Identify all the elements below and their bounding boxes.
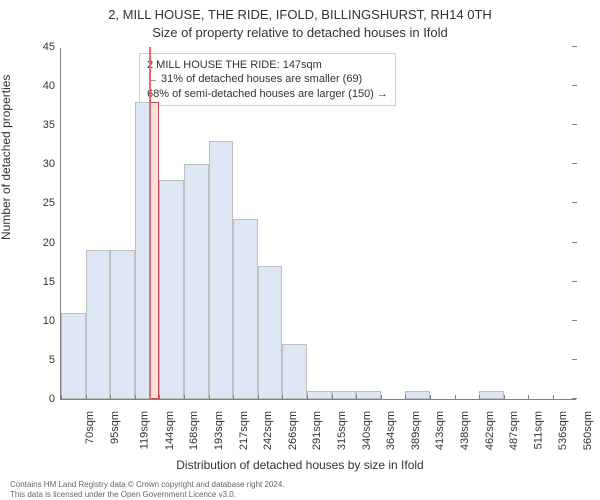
x-tick-label: 168sqm: [189, 411, 201, 450]
y-tick-label: 5: [49, 354, 55, 366]
y-tick-mark: [572, 281, 577, 282]
y-tick-label: 45: [43, 41, 55, 53]
y-tick-label: 20: [43, 237, 55, 249]
chart-subtitle-text: Size of property relative to detached ho…: [152, 25, 448, 40]
x-tick-label: 462sqm: [484, 411, 496, 450]
y-tick-mark: [572, 163, 577, 164]
footer-attribution: Contains HM Land Registry data © Crown c…: [10, 480, 590, 500]
x-tick-label: 95sqm: [109, 411, 121, 444]
histogram-bar: [86, 250, 111, 399]
y-tick-label: 25: [43, 197, 55, 209]
y-tick-mark: [572, 85, 577, 86]
y-tick-mark: [572, 398, 577, 399]
x-tick-label: 511sqm: [532, 411, 544, 449]
x-tick-label: 438sqm: [459, 411, 471, 450]
x-tick-label: 193sqm: [213, 411, 225, 450]
x-tick-label: 119sqm: [139, 411, 151, 449]
histogram-bar: [184, 164, 209, 399]
x-tick-label: 536sqm: [557, 411, 569, 450]
annotation-line: 2 MILL HOUSE THE RIDE: 147sqm: [147, 58, 388, 72]
x-tick-label: 70sqm: [84, 411, 96, 444]
x-tick-label: 266sqm: [287, 411, 299, 450]
histogram-bar: [332, 391, 357, 399]
y-tick-mark: [572, 320, 577, 321]
x-tick-mark: [184, 395, 185, 400]
histogram-bar: [233, 219, 258, 399]
footer-line: Contains HM Land Registry data © Crown c…: [10, 480, 590, 490]
y-tick-mark: [572, 242, 577, 243]
x-tick-mark: [479, 395, 480, 400]
x-tick-mark: [61, 395, 62, 400]
y-tick-label: 0: [49, 393, 55, 405]
y-tick-mark: [572, 124, 577, 125]
histogram-bar: [479, 391, 504, 399]
chart-subtitle: Size of property relative to detached ho…: [0, 24, 600, 42]
x-tick-mark: [332, 395, 333, 400]
property-marker-line: [149, 47, 151, 399]
histogram-bar-highlight: [150, 102, 159, 399]
y-tick-mark: [572, 202, 577, 203]
x-tick-label: 487sqm: [508, 411, 520, 450]
x-tick-mark: [135, 395, 136, 400]
annotation-line: ← 31% of detached houses are smaller (69…: [147, 72, 388, 86]
histogram-bar: [356, 391, 381, 399]
x-tick-mark: [86, 395, 87, 400]
x-tick-mark: [159, 395, 160, 400]
x-tick-mark: [356, 395, 357, 400]
x-tick-label: 340sqm: [361, 411, 373, 450]
histogram-bar: [405, 391, 430, 399]
chart-title: 2, MILL HOUSE, THE RIDE, IFOLD, BILLINGS…: [0, 6, 600, 24]
x-tick-label: 242sqm: [262, 411, 274, 450]
x-tick-mark: [233, 395, 234, 400]
plot-area: 2 MILL HOUSE THE RIDE: 147sqm← 31% of de…: [60, 48, 576, 400]
histogram-bar: [307, 391, 332, 399]
x-tick-mark: [209, 395, 210, 400]
histogram-bar: [159, 180, 184, 399]
footer-line: This data is licensed under the Open Gov…: [10, 490, 590, 500]
y-tick-label: 35: [43, 119, 55, 131]
x-tick-mark: [258, 395, 259, 400]
x-axis-label: Distribution of detached houses by size …: [0, 458, 600, 472]
x-tick-mark: [405, 395, 406, 400]
histogram-bar: [61, 313, 86, 399]
histogram-bar: [258, 266, 283, 399]
annotation-box: 2 MILL HOUSE THE RIDE: 147sqm← 31% of de…: [139, 53, 396, 106]
y-tick-label: 10: [43, 315, 55, 327]
x-tick-label: 560sqm: [582, 411, 594, 450]
y-tick-label: 30: [43, 158, 55, 170]
x-tick-label: 413sqm: [434, 411, 446, 450]
y-axis-label: Number of detached properties: [0, 75, 13, 240]
x-tick-mark: [307, 395, 308, 400]
x-tick-label: 315sqm: [336, 411, 348, 450]
x-tick-label: 291sqm: [311, 411, 323, 450]
y-tick-mark: [572, 46, 577, 47]
x-tick-mark: [553, 395, 554, 400]
histogram-bar: [209, 141, 234, 399]
histogram-bar: [282, 344, 307, 399]
x-tick-mark: [455, 395, 456, 400]
x-tick-mark: [430, 395, 431, 400]
x-tick-label: 364sqm: [385, 411, 397, 450]
y-tick-mark: [572, 359, 577, 360]
x-tick-label: 217sqm: [238, 411, 250, 450]
x-tick-mark: [282, 395, 283, 400]
histogram-bar: [110, 250, 135, 399]
x-tick-mark: [528, 395, 529, 400]
x-tick-mark: [504, 395, 505, 400]
x-tick-label: 389sqm: [410, 411, 422, 450]
annotation-line: 68% of semi-detached houses are larger (…: [147, 87, 388, 101]
x-tick-label: 144sqm: [164, 411, 176, 450]
x-tick-mark: [381, 395, 382, 400]
y-tick-label: 40: [43, 80, 55, 92]
y-tick-label: 15: [43, 276, 55, 288]
chart-title-main: 2, MILL HOUSE, THE RIDE, IFOLD, BILLINGS…: [108, 7, 492, 22]
x-tick-mark: [110, 395, 111, 400]
